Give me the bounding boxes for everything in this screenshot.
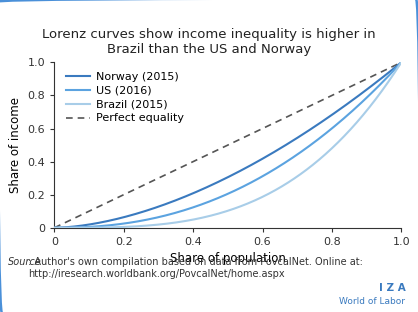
Text: World of Labor: World of Labor [339,297,405,306]
Text: I Z A: I Z A [379,283,405,293]
Legend: Norway (2015), US (2016), Brazil (2015), Perfect equality: Norway (2015), US (2016), Brazil (2015),… [64,70,186,126]
Text: Source: Source [8,257,42,267]
Text: Lorenz curves show income inequality is higher in
Brazil than the US and Norway: Lorenz curves show income inequality is … [42,28,376,56]
X-axis label: Share of population: Share of population [170,252,286,265]
Y-axis label: Share of income: Share of income [9,97,22,193]
Text: : Author's own compilation based on data from PovcalNet. Online at:
http://irese: : Author's own compilation based on data… [28,257,363,279]
